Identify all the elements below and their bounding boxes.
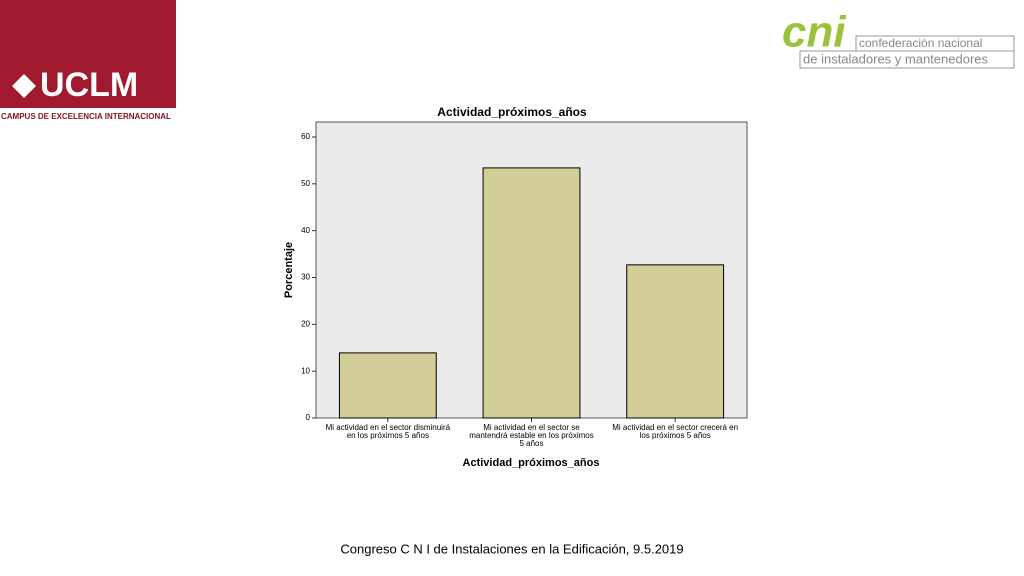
x-tick-label-box: Mi actividad en el sector crecerá en los… — [612, 424, 739, 440]
y-axis-label: Porcentaje — [283, 242, 295, 298]
bar — [482, 167, 581, 419]
x-tick-label-box: Mi actividad en el sector se mantendrá e… — [469, 424, 594, 448]
x-tick-label: Mi actividad en el sector se mantendrá e… — [469, 424, 594, 448]
bar — [626, 264, 725, 419]
y-tick-label: 50 — [301, 179, 310, 188]
x-tick-label: Mi actividad en el sector crecerá en los… — [612, 424, 739, 440]
y-tick-label: 60 — [301, 132, 310, 141]
uclm-subtitle: CAMPUS DE EXCELENCIA INTERNACIONAL — [1, 112, 171, 121]
uclm-emblem — [12, 74, 36, 98]
y-tick-label: 0 — [306, 413, 311, 422]
x-axis-label: Actividad_próximos_años — [463, 457, 600, 469]
bar — [338, 352, 437, 419]
y-tick-label: 10 — [301, 366, 310, 375]
y-tick-label: 20 — [301, 319, 310, 328]
cni-box2 — [799, 50, 1015, 69]
x-tick-label-box: Mi actividad en el sector disminuirá en … — [325, 424, 451, 440]
x-tick-label: Mi actividad en el sector disminuirá en … — [325, 424, 451, 440]
y-tick-label: 40 — [301, 226, 310, 235]
cni-line2: de instaladores y mantenedores — [803, 51, 989, 66]
cni-line1: confederación nacional — [859, 36, 982, 50]
chart-title: Actividad_próximos_años — [437, 105, 587, 119]
cni-name: cni — [782, 8, 846, 57]
y-tick-label: 30 — [301, 273, 310, 282]
uclm-name: UCLM — [40, 66, 138, 104]
footer: Congreso C N I de Instalaciones en la Ed… — [340, 541, 683, 556]
